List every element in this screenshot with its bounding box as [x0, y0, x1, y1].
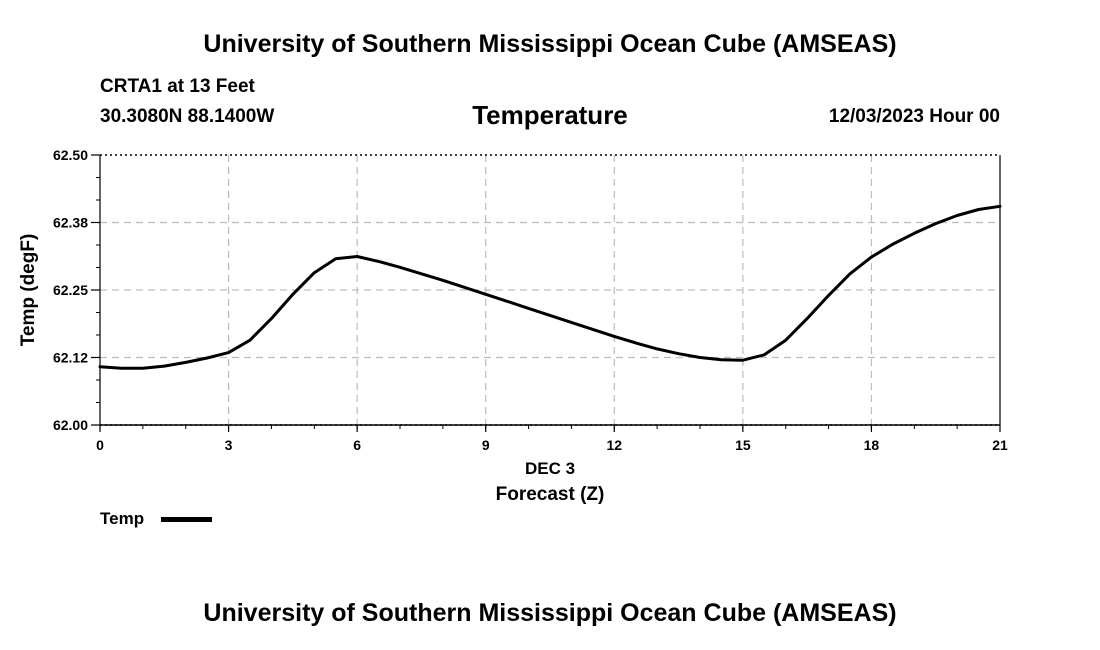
x-tick-label: 12	[606, 437, 622, 453]
x-tick-label: 18	[864, 437, 880, 453]
y-tick-label: 62.00	[53, 417, 88, 433]
y-axis-label: Temp (degF)	[18, 234, 39, 347]
x-axis-label: Forecast (Z)	[496, 484, 605, 505]
station-coordinates: 30.3080N 88.1400W	[100, 106, 275, 127]
variable-title: Temperature	[472, 100, 628, 130]
chart-title-bottom: University of Southern Mississippi Ocean…	[203, 599, 897, 627]
y-tick-label: 62.38	[53, 215, 88, 231]
chart-title-top: University of Southern Mississippi Ocean…	[203, 30, 897, 58]
legend-label: Temp	[100, 509, 145, 528]
x-tick-label: 6	[353, 437, 361, 453]
y-tick-label: 62.12	[53, 350, 88, 366]
y-tick-label: 62.50	[53, 147, 88, 163]
y-tick-label: 62.25	[53, 282, 88, 298]
x-tick-label: 9	[482, 437, 490, 453]
x-tick-label: 21	[992, 437, 1008, 453]
x-axis-sublabel: DEC 3	[525, 459, 575, 478]
station-label: CRTA1 at 13 Feet	[100, 76, 255, 97]
x-tick-label: 15	[735, 437, 751, 453]
forecast-datetime: 12/03/2023 Hour 00	[828, 106, 1000, 127]
legend-swatch	[161, 517, 212, 522]
x-tick-label: 0	[96, 437, 104, 453]
x-tick-label: 3	[225, 437, 233, 453]
series-line-temp	[98, 204, 1002, 370]
